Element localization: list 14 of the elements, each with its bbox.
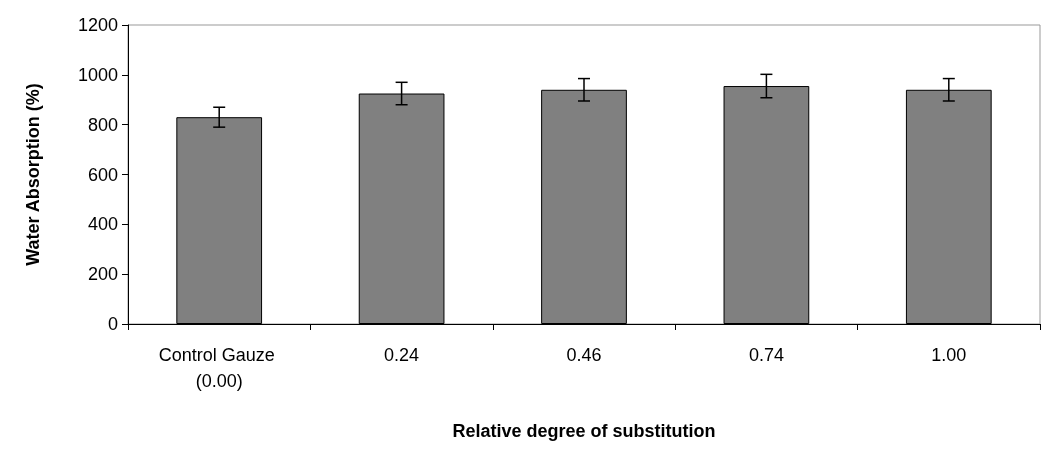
y-tick-label: 1200 <box>77 15 118 35</box>
y-tick-label: 600 <box>87 164 118 185</box>
x-axis-title: Relative degree of substitution <box>452 421 716 441</box>
x-tick-label: 0.74 <box>748 345 784 365</box>
x-tick-label: 1.00 <box>931 345 967 365</box>
y-axis-title: Water Absorption (%) <box>23 83 43 266</box>
x-tick-label: Control Gauze (0.00) <box>158 345 280 391</box>
x-tick-label: 0.46 <box>566 345 602 365</box>
y-tick-label: 800 <box>87 114 118 135</box>
y-tick-label: 1000 <box>77 64 118 85</box>
y-tick-label: 400 <box>87 214 118 235</box>
y-tick-label: 200 <box>87 264 118 285</box>
y-tick-label: 0 <box>107 314 118 334</box>
x-tick-label: 0.24 <box>384 345 420 365</box>
